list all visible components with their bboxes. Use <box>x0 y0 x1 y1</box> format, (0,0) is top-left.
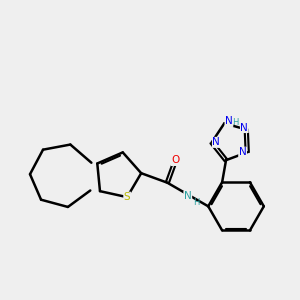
Text: N: N <box>225 116 233 126</box>
Text: O: O <box>171 155 179 166</box>
Text: N: N <box>212 137 220 147</box>
Text: S: S <box>124 192 130 202</box>
Text: N: N <box>239 147 247 157</box>
Text: H: H <box>193 199 199 208</box>
Text: N: N <box>241 122 248 133</box>
Text: H: H <box>232 118 239 127</box>
Text: N: N <box>184 191 192 201</box>
